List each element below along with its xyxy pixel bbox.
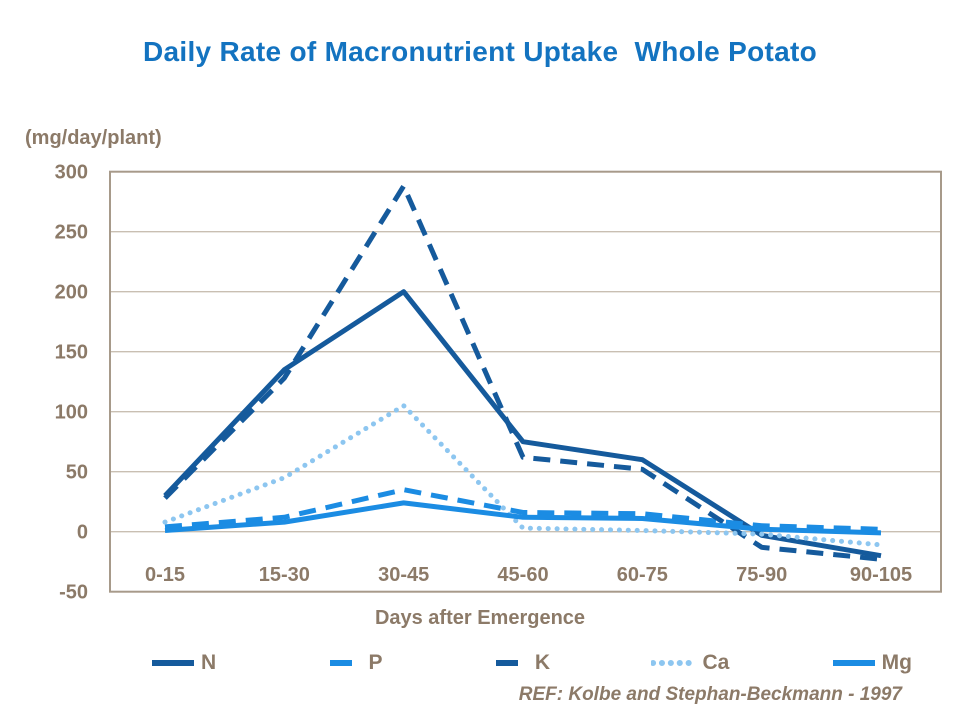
y-tick-label: 150 [55,342,88,364]
y-tick-label: 100 [55,402,88,424]
legend-swatch-dotted-icon [651,660,698,666]
legend-item-Mg: Mg [831,651,912,675]
y-tick-label: 250 [55,222,88,244]
y-tick-labels: 300 250 200 150 100 50 0 -50 [55,162,88,604]
y-tick-label: 200 [55,282,88,304]
x-category-label: 0-15 [145,564,185,586]
y-tick-label: 50 [66,462,88,484]
legend-item-K: K [484,651,550,675]
legend-swatch-dashed-icon [495,660,518,666]
plot-border [109,170,942,593]
series-line-K [163,183,882,562]
x-category-labels: 0-15 15-30 30-45 45-60 60-75 75-90 90-105 [145,564,912,586]
x-category-label: 15-30 [259,564,310,586]
line-chart-canvas: 300 250 200 150 100 50 0 -50 0-15 15-30 30-45 45-6… [55,162,942,604]
x-category-label: 45-60 [497,564,548,586]
series-line-Ca [162,403,884,548]
legend-item-Ca: Ca [651,651,729,675]
x-category-label: 90-105 [850,564,912,586]
reference-citation: REF: Kolbe and Stephan-Beckmann - 1997 [518,684,902,705]
legend-label-K: K [534,651,551,674]
page-title: Daily Rate of Macronutrient Uptake Whole… [142,36,818,67]
gridlines [110,231,941,533]
series-line-P [164,487,882,532]
legend-item-N: N [150,651,216,675]
y-tick-label: -50 [59,582,88,604]
legend-label-Mg: Mg [881,651,912,674]
legend-label-P: P [368,651,383,674]
legend-swatch-solid-icon [832,660,875,666]
x-axis-title: Days after Emergence [374,607,586,629]
legend-swatch-dashed-icon [329,660,352,666]
legend-item-P: P [318,651,383,675]
x-category-label: 60-75 [617,564,668,586]
chart-legend: N P K Ca Mg [150,648,912,678]
x-category-label: 30-45 [378,564,429,586]
legend-swatch-solid-icon [152,660,194,666]
legend-label-N: N [201,651,217,674]
plot-border-rect [109,170,942,593]
chart-area: 300 250 200 150 100 50 0 -50 0-15 15-30 30-45 45-6… [0,150,960,615]
legend-label-Ca: Ca [702,651,730,674]
y-tick-label: 300 [55,162,88,184]
series-lines [162,183,884,562]
y-tick-label: 0 [77,522,88,544]
y-axis-unit-label: (mg/day/plant) [25,127,162,149]
series-line-Mg [164,500,882,536]
x-category-label: 75-90 [736,564,787,586]
